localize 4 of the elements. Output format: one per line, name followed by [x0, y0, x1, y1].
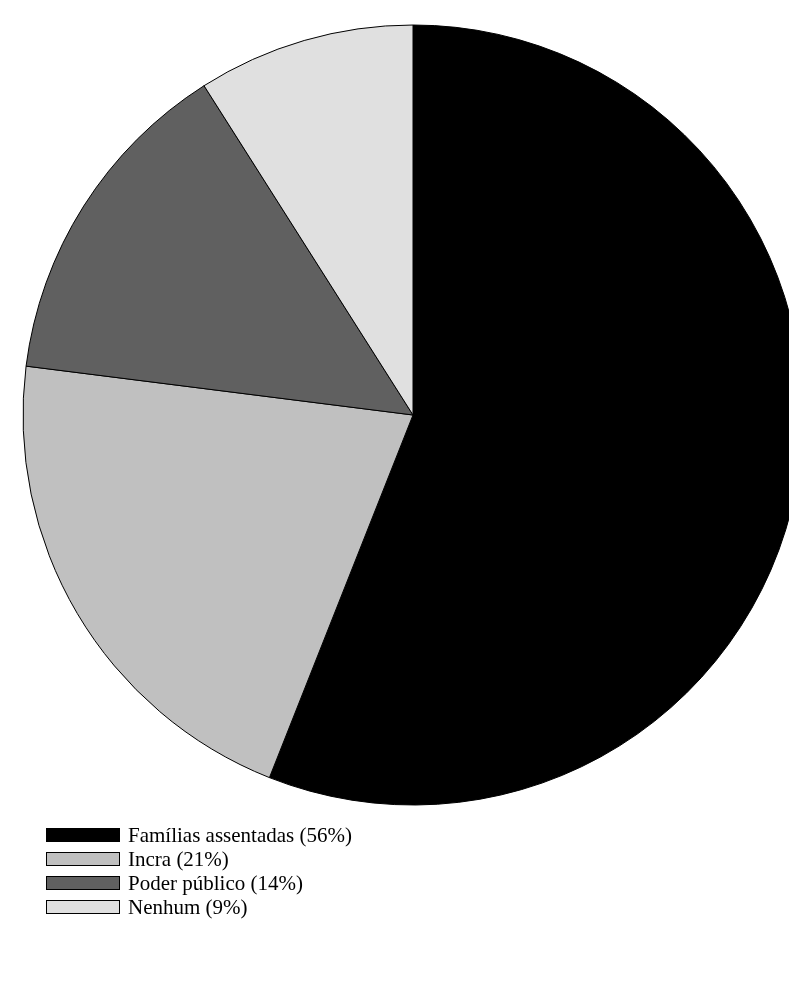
legend-label: Nenhum (9%): [128, 895, 248, 919]
legend-label: Famílias assentadas (56%): [128, 823, 352, 847]
legend-label: Incra (21%): [128, 847, 229, 871]
legend-label: Poder público (14%): [128, 871, 303, 895]
